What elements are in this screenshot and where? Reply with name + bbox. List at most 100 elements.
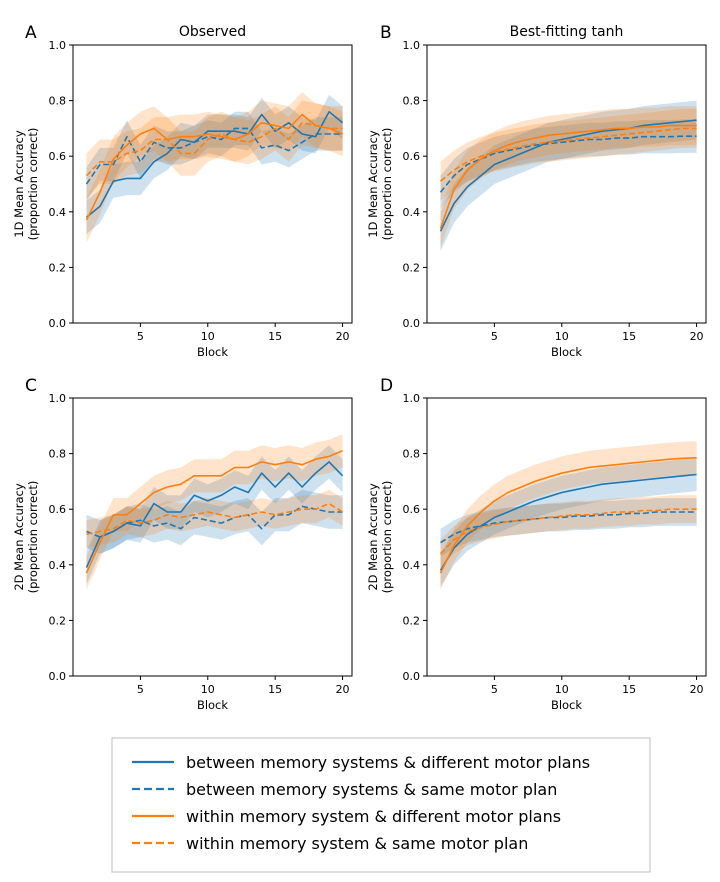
legend-frame [111, 737, 651, 873]
x-tick-label: 15 [622, 683, 636, 696]
y-axis-label-line: 2D Mean Accuracy [12, 483, 26, 591]
panel-letter: C [25, 376, 37, 396]
y-tick-label: 0.6 [49, 150, 67, 163]
x-tick-label: 10 [555, 330, 569, 343]
y-tick-label: 1.0 [403, 39, 421, 52]
x-tick-label: 10 [555, 683, 569, 696]
x-tick-label: 15 [268, 683, 282, 696]
error-band-3 [440, 108, 697, 201]
y-axis-label: 1D Mean Accuracy(proportion correct) [366, 128, 394, 241]
error-band-3 [86, 489, 343, 549]
panel-letter: D [380, 376, 393, 396]
y-tick-label: 0.4 [403, 559, 421, 572]
y-axis-label-line: 1D Mean Accuracy [12, 130, 26, 238]
y-tick-label: 0.4 [49, 559, 67, 572]
series-line-2 [439, 124, 697, 229]
x-tick-label: 15 [622, 330, 636, 343]
x-axis-label: Block [197, 698, 228, 712]
x-axis-label: Block [197, 345, 228, 359]
error-band-1 [440, 119, 697, 209]
series-line-3 [439, 127, 697, 182]
series-line-0 [439, 119, 697, 232]
series-line-3 [85, 122, 343, 177]
series-line-1 [440, 511, 697, 544]
series-line-0 [85, 461, 344, 568]
y-tick-label: 0.2 [403, 261, 421, 274]
panel-letter: A [25, 23, 37, 43]
error-band-1 [86, 111, 343, 201]
error-band-2 [86, 434, 343, 590]
y-tick-label: 0.4 [403, 206, 421, 219]
axes-frame [426, 397, 707, 677]
y-tick-label: 1.0 [403, 392, 421, 405]
x-tick-label: 5 [491, 330, 498, 343]
legend-label-between-different: between memory systems & different motor… [186, 753, 590, 772]
series-line-3 [86, 502, 344, 535]
y-tick-label: 0.6 [49, 503, 67, 516]
series-line-1 [86, 505, 343, 538]
series-line-2 [85, 113, 343, 221]
y-axis-label: 1D Mean Accuracy(proportion correct) [12, 128, 40, 241]
error-band-3 [86, 100, 343, 198]
panel-letter: B [380, 23, 392, 43]
x-tick-label: 20 [690, 330, 704, 343]
legend-label-between-same: between memory systems & same motor plan [186, 780, 557, 799]
series-line-0 [439, 473, 697, 571]
axes-frame [72, 44, 353, 324]
error-band-2 [440, 441, 697, 590]
series-line-2 [439, 457, 697, 574]
series-line-2 [85, 450, 343, 574]
x-tick-label: 10 [201, 330, 215, 343]
y-tick-label: 0.6 [403, 503, 421, 516]
y-tick-label: 0.0 [49, 670, 67, 683]
legend-label-within-same: within memory system & same motor plan [186, 834, 528, 853]
x-axis-label: Block [551, 698, 582, 712]
y-axis-label-line: 1D Mean Accuracy [366, 130, 380, 238]
y-tick-label: 1.0 [49, 392, 67, 405]
y-tick-label: 0.0 [403, 670, 421, 683]
y-tick-label: 0.2 [403, 614, 421, 627]
panel-D: D 0.0 0.2 0.4 0.6 0.8 1.0 5 10 15 20 Block 2D Mean A… [366, 376, 707, 712]
y-tick-label: 0.8 [403, 95, 421, 108]
x-tick-label: 20 [336, 683, 350, 696]
y-axis-label-line: (proportion correct) [380, 481, 394, 594]
y-tick-label: 0.8 [49, 448, 67, 461]
panel-B: B Best-fitting tanh 0.0 0.2 0.4 0.6 0.8 1.0 5 10 1… [366, 23, 707, 359]
series-line-3 [439, 508, 697, 555]
legend-label-within-different: within memory system & different motor p… [186, 807, 561, 826]
y-tick-label: 0.0 [403, 317, 421, 330]
x-tick-label: 15 [268, 330, 282, 343]
x-axis-label: Block [551, 345, 582, 359]
y-axis-label-line: (proportion correct) [26, 481, 40, 594]
y-tick-label: 0.6 [403, 150, 421, 163]
y-tick-label: 1.0 [49, 39, 67, 52]
y-axis-label: 2D Mean Accuracy(proportion correct) [366, 481, 394, 594]
series-line-1 [85, 127, 343, 185]
y-tick-label: 0.4 [49, 206, 67, 219]
y-axis-label-line: 2D Mean Accuracy [366, 483, 380, 591]
x-tick-label: 20 [336, 330, 350, 343]
y-axis-label-line: (proportion correct) [380, 128, 394, 241]
error-band-2 [440, 106, 697, 248]
x-tick-label: 10 [201, 683, 215, 696]
x-tick-label: 5 [137, 330, 144, 343]
legend: between memory systems & different motor… [111, 737, 651, 873]
x-tick-label: 5 [491, 683, 498, 696]
x-tick-label: 5 [137, 683, 144, 696]
axes-frame [72, 397, 353, 677]
panel-title: Observed [179, 24, 246, 40]
y-tick-label: 0.8 [49, 95, 67, 108]
panel-C: C 0.0 0.2 0.4 0.6 0.8 1.0 5 10 15 20 Block 2D Mean A… [12, 376, 353, 712]
error-band-0 [440, 457, 697, 587]
error-band-0 [86, 445, 343, 585]
panel-A: A Observed 0.0 0.2 0.4 0.6 0.8 1.0 5 10 15 20 Block 1… [12, 23, 353, 359]
y-axis-label: 2D Mean Accuracy(proportion correct) [12, 481, 40, 594]
x-tick-label: 20 [690, 683, 704, 696]
y-tick-label: 0.0 [49, 317, 67, 330]
series-line-0 [85, 110, 344, 219]
y-tick-label: 0.8 [403, 448, 421, 461]
y-tick-label: 0.2 [49, 261, 67, 274]
panel-title: Best-fitting tanh [510, 24, 624, 40]
axes-frame [426, 44, 707, 324]
